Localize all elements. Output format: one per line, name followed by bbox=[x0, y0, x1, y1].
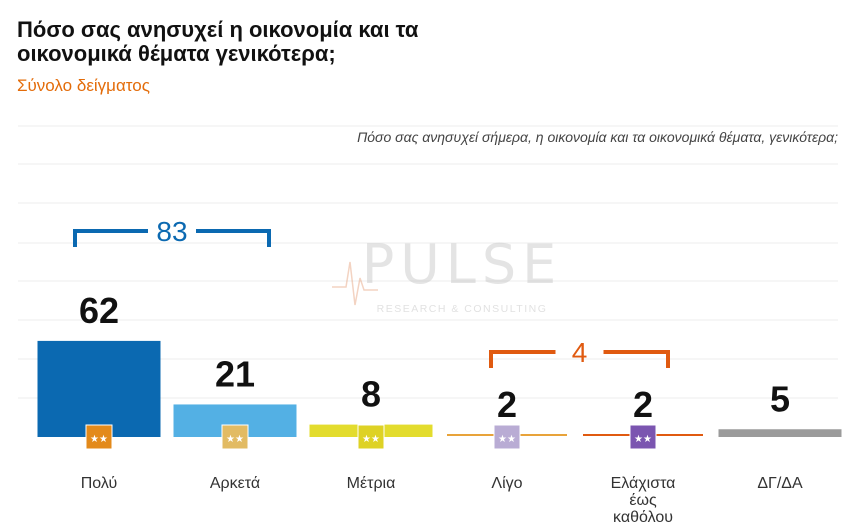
stars-yellow-icon: ★★ bbox=[357, 424, 385, 450]
category-label-5: ΔΓ/ΔΑ bbox=[757, 475, 803, 492]
bracket-left-1 bbox=[489, 350, 556, 368]
survey-question: Πόσο σας ανησυχεί σήμερα, η οικονομία κα… bbox=[357, 129, 838, 145]
icon-stars-2: ★★ bbox=[362, 434, 380, 445]
chart-title-line-1: Πόσο σας ανησυχεί η οικονομία και τα bbox=[17, 17, 419, 42]
icon-stars-3: ★★ bbox=[498, 434, 516, 445]
chart-subtitle: Σύνολο δείγματος bbox=[17, 76, 150, 95]
chart-title: Πόσο σας ανησυχεί η οικονομία και τα οικ… bbox=[17, 18, 418, 66]
icon-badge-bg-1 bbox=[221, 424, 249, 450]
bracket-left-0 bbox=[73, 229, 148, 247]
group-bracket-0: 83 bbox=[73, 216, 271, 247]
stars-lilac-icon: ★★ bbox=[493, 424, 521, 450]
icon-badge-bg-4 bbox=[629, 424, 657, 450]
stars-tan-icon: ★★ bbox=[221, 424, 249, 450]
pulse-watermark: PULSE RESEARCH & CONSULTING bbox=[332, 233, 563, 315]
category-label-0: Πολύ bbox=[81, 475, 118, 492]
value-label-3: 2 bbox=[497, 384, 517, 425]
bracket-right-1 bbox=[603, 350, 670, 368]
icon-badge-bg-3 bbox=[493, 424, 521, 450]
value-label-1: 21 bbox=[215, 353, 255, 394]
value-label-2: 8 bbox=[361, 374, 381, 415]
stars-orange-icon: ★★ bbox=[85, 424, 113, 450]
category-label-4-line-1: έως bbox=[629, 492, 657, 509]
icon-stars-4: ★★ bbox=[634, 434, 652, 445]
stars-purple-icon: ★★ bbox=[629, 424, 657, 450]
bar-0 bbox=[37, 340, 161, 437]
value-label-5: 5 bbox=[770, 378, 790, 419]
value-label-0: 62 bbox=[79, 290, 119, 331]
group-total-label-0: 83 bbox=[156, 216, 187, 247]
category-label-4-line-0: Ελάχιστα bbox=[611, 475, 676, 492]
category-label-2: Μέτρια bbox=[347, 475, 396, 492]
category-label-3: Λίγο bbox=[491, 475, 522, 492]
group-bracket-1: 4 bbox=[489, 337, 670, 368]
icon-stars-1: ★★ bbox=[226, 434, 244, 445]
value-label-4: 2 bbox=[633, 384, 653, 425]
group-total-label-1: 4 bbox=[572, 337, 588, 368]
watermark-brand: PULSE bbox=[362, 233, 563, 296]
category-label-1: Αρκετά bbox=[210, 475, 260, 492]
icon-badge-bg-0 bbox=[85, 424, 113, 450]
bar-5 bbox=[718, 429, 842, 437]
chart-title-line-2: οικονομικά θέματα γενικότερα; bbox=[17, 41, 336, 66]
icon-stars-0: ★★ bbox=[90, 434, 108, 445]
icon-badge-bg-2 bbox=[357, 424, 385, 450]
watermark-tagline: RESEARCH & CONSULTING bbox=[377, 303, 548, 315]
watermark-pulse-icon bbox=[332, 261, 378, 306]
bracket-right-0 bbox=[196, 229, 271, 247]
category-label-4-line-2: καθόλου bbox=[613, 509, 673, 526]
